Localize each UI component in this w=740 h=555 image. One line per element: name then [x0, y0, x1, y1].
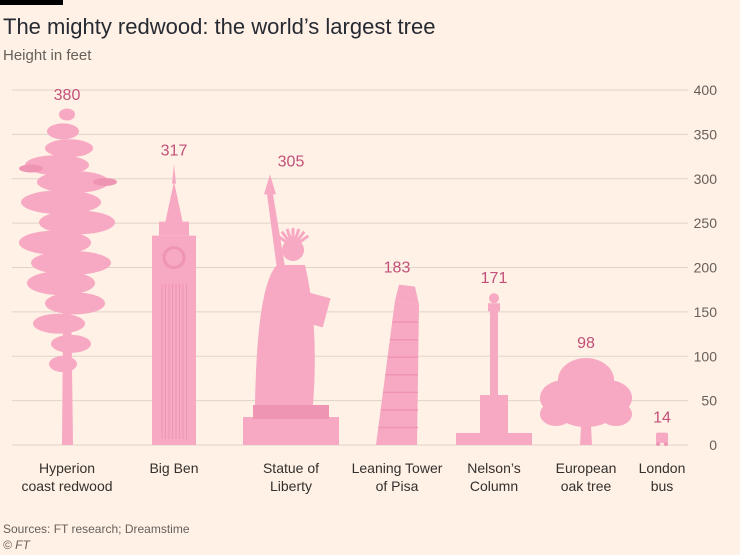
value-label: 317	[161, 143, 188, 160]
y-tick-label: 100	[694, 348, 718, 364]
gridlines	[12, 89, 688, 446]
y-tick-label: 350	[694, 126, 718, 142]
credit-note: © FT	[3, 538, 30, 552]
leaning-tower-icon	[376, 284, 419, 445]
category-label: Big Ben	[149, 460, 198, 476]
y-axis: 0 50 100 150 200 250 300 350 400	[694, 82, 718, 453]
value-label: 183	[384, 260, 411, 277]
y-tick-label: 250	[694, 215, 718, 231]
value-label: 98	[577, 335, 595, 352]
y-tick-label: 150	[694, 304, 718, 320]
chart-marks	[19, 108, 668, 446]
y-tick-label: 300	[694, 171, 718, 187]
source-note: Sources: FT research; Dreamstime	[3, 522, 190, 536]
statue-of-liberty-icon	[243, 174, 339, 445]
category-label: Statue of	[263, 460, 319, 476]
value-label: 14	[653, 410, 671, 427]
y-tick-label: 50	[701, 393, 717, 409]
y-tick-label: 400	[694, 82, 718, 98]
ft-top-bar	[0, 0, 63, 5]
nelsons-column-icon	[456, 293, 532, 445]
category-label: Hyperion	[39, 460, 95, 476]
value-label: 380	[54, 87, 81, 104]
category-label: Column	[470, 478, 518, 494]
oak-tree-icon	[540, 358, 632, 445]
category-label: oak tree	[561, 478, 612, 494]
category-label: of Pisa	[376, 478, 419, 494]
london-bus-icon	[656, 432, 668, 446]
chart-subtitle: Height in feet	[3, 47, 92, 64]
category-label: bus	[651, 478, 674, 494]
category-label: Leaning Tower	[352, 460, 443, 476]
value-label: 305	[278, 153, 305, 170]
value-labels: 380 317 305 183 171 98 14	[54, 87, 671, 427]
category-labels: Hyperion coast redwood Big Ben Statue of Lib…	[21, 460, 685, 494]
category-label: Nelson’s	[467, 460, 520, 476]
chart-title: The mighty redwood: the world’s largest …	[3, 14, 436, 39]
category-label: Liberty	[270, 478, 312, 494]
value-label: 171	[481, 270, 508, 287]
y-tick-label: 200	[694, 260, 718, 276]
category-label: European	[556, 460, 617, 476]
category-label: London	[639, 460, 686, 476]
category-label: coast redwood	[21, 478, 112, 494]
redwood-tree-icon	[19, 108, 117, 445]
y-tick-label: 0	[709, 437, 717, 453]
big-ben-icon	[152, 163, 196, 445]
